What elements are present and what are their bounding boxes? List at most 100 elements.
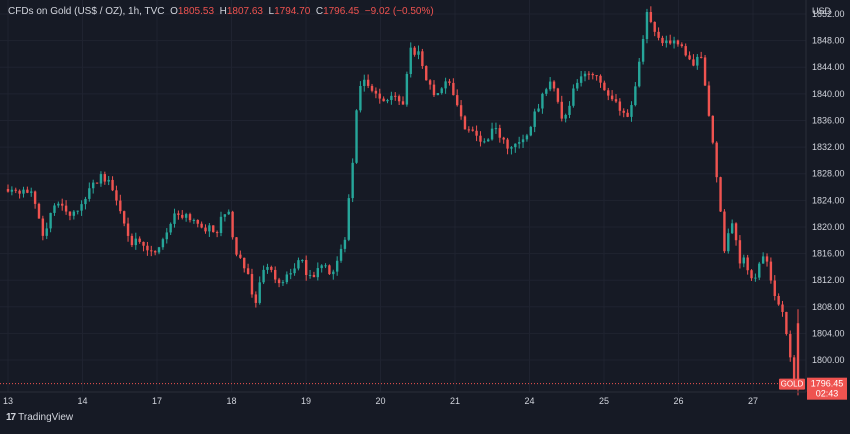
- candle-body: [761, 256, 765, 264]
- candle-body: [653, 21, 656, 32]
- high-label: H: [219, 6, 227, 17]
- candle-body: [703, 57, 707, 86]
- candle-body: [560, 101, 563, 119]
- candle-body: [382, 98, 385, 102]
- change-value: −9.02 (−0.50%): [364, 6, 434, 17]
- ticker-tag: [779, 378, 805, 390]
- candle-body: [734, 223, 738, 241]
- candle-body: [649, 12, 653, 22]
- candle-body: [297, 260, 300, 269]
- candle-body: [494, 128, 498, 130]
- candle-body: [181, 214, 184, 218]
- candle-body: [781, 304, 784, 312]
- candle-body: [359, 86, 362, 111]
- time-tick-label: 17: [152, 396, 162, 406]
- candle-body: [235, 237, 238, 255]
- low-value: 1794.70: [274, 6, 311, 17]
- price-tick-label: 1852.00: [812, 9, 845, 19]
- candle-body: [18, 190, 21, 194]
- candle-body: [765, 256, 769, 262]
- candle-body: [614, 99, 618, 102]
- candle-body: [579, 76, 583, 83]
- candle-body: [239, 254, 242, 258]
- symbol-legend: CFDs on Gold (US$ / OZ), 1h, TVC O1805.5…: [8, 6, 434, 17]
- candle-body: [502, 137, 505, 140]
- candle-body: [14, 189, 17, 191]
- candle-body: [45, 228, 48, 236]
- candle-body: [26, 189, 29, 193]
- candle-body: [417, 51, 420, 55]
- candle-body: [730, 223, 734, 234]
- candle-body: [622, 110, 625, 113]
- candle-body: [529, 126, 532, 136]
- candle-body: [440, 88, 443, 94]
- open-value: 1805.53: [177, 6, 215, 17]
- candle-body: [173, 213, 176, 224]
- candle-body: [467, 129, 471, 131]
- candle-body: [603, 82, 606, 91]
- candle-body: [490, 128, 494, 140]
- candle-body: [49, 212, 52, 229]
- time-tick-label: 21: [450, 396, 460, 406]
- candle-body: [177, 213, 180, 215]
- candle-body: [103, 174, 107, 182]
- candle-body: [552, 81, 556, 89]
- candle-body: [525, 135, 529, 140]
- price-tick-label: 1800.00: [812, 355, 845, 365]
- candle-body: [665, 40, 668, 44]
- candle-body: [742, 257, 745, 264]
- candle-body: [374, 90, 378, 94]
- candle-body: [541, 93, 544, 109]
- candle-body: [390, 95, 393, 101]
- candle-body: [122, 211, 126, 224]
- last-price-value: 1796.45: [811, 379, 844, 389]
- price-tick-label: 1828.00: [812, 169, 845, 179]
- candle-body: [421, 51, 424, 67]
- price-axis-currency: USD: [812, 6, 832, 16]
- candle-body: [436, 93, 440, 96]
- candle-body: [746, 257, 749, 271]
- price-tick-label: 1808.00: [812, 302, 845, 312]
- time-tick-label: 19: [301, 396, 311, 406]
- symbol-title: CFDs on Gold (US$ / OZ), 1h, TVC: [8, 6, 165, 17]
- candle-body: [727, 233, 730, 252]
- candle-body: [386, 100, 389, 102]
- ticker-label: GOLD: [781, 380, 804, 389]
- candle-body: [564, 114, 567, 119]
- candle-body: [223, 214, 227, 217]
- candle-body: [599, 75, 602, 83]
- candle-body: [456, 95, 459, 106]
- candle-body: [301, 260, 304, 262]
- candle-body: [68, 211, 72, 216]
- candle-body: [266, 266, 269, 270]
- candle-body: [626, 112, 629, 117]
- price-tick-label: 1824.00: [812, 195, 845, 205]
- candle-body: [169, 223, 172, 233]
- candle-body: [707, 85, 711, 116]
- candle-body: [645, 12, 649, 40]
- candle-body: [576, 82, 579, 89]
- candle-body: [196, 219, 199, 224]
- candle-body: [277, 279, 281, 284]
- candle-body: [587, 73, 591, 75]
- candle-body: [41, 218, 45, 236]
- candle-body: [754, 277, 757, 279]
- candle-body: [479, 135, 482, 142]
- candle-body: [409, 47, 412, 74]
- candle-body: [324, 265, 327, 267]
- candle-body: [785, 311, 788, 335]
- candle-body: [243, 257, 246, 269]
- open-label: O: [170, 6, 178, 17]
- candle-body: [510, 147, 513, 149]
- candle-body: [293, 268, 296, 274]
- tradingview-logo[interactable]: 17 TradingView: [6, 412, 73, 423]
- candle-body: [146, 245, 149, 251]
- candle-body: [76, 210, 79, 212]
- candle-body: [483, 141, 486, 143]
- candle-body: [692, 59, 695, 66]
- price-tick-label: 1816.00: [812, 249, 845, 259]
- time-tick-label: 18: [226, 396, 236, 406]
- candle-body: [312, 274, 316, 278]
